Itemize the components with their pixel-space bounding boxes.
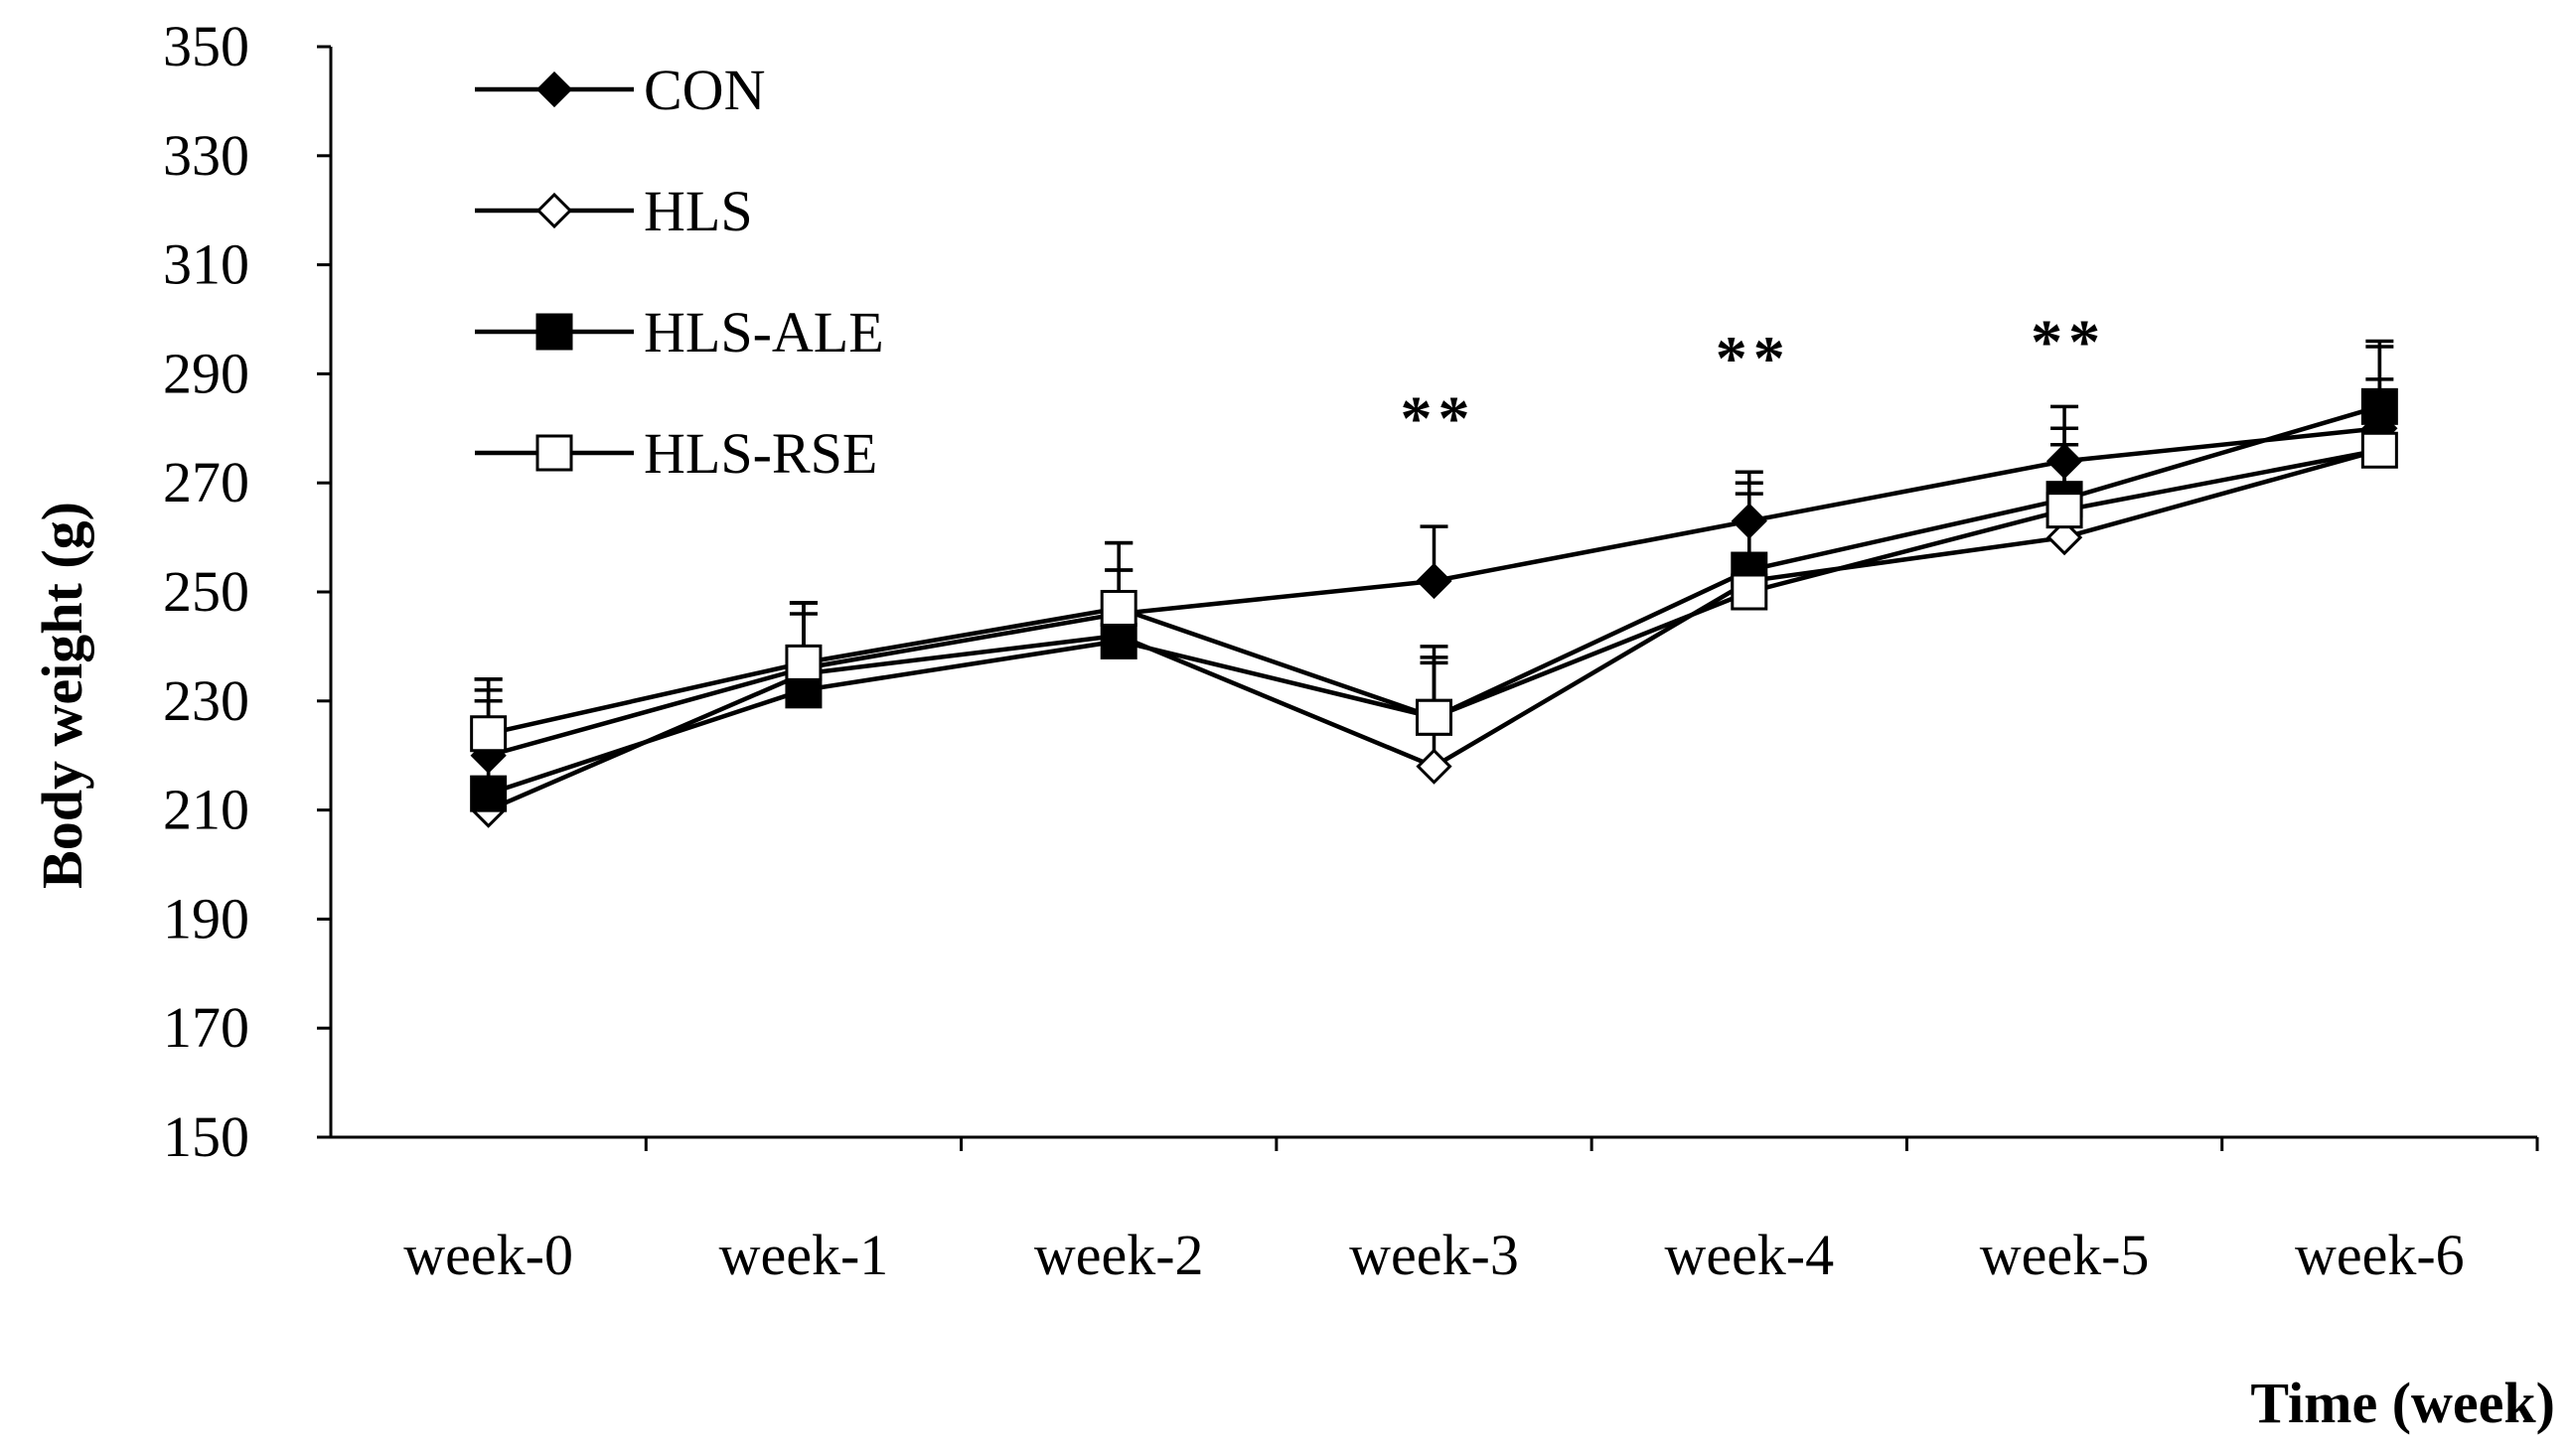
significance-marker: ** [2031, 306, 2106, 376]
y-tick-label: 250 [163, 559, 249, 624]
x-category-label: week-4 [1664, 1223, 1834, 1287]
data-point-hls-ale [470, 775, 508, 812]
y-tick-label: 350 [163, 14, 249, 78]
data-point-hls-ale [2360, 387, 2398, 425]
x-category-label: week-1 [719, 1223, 889, 1287]
y-axis-title: Body weight (g) [30, 502, 94, 889]
series-markers [470, 387, 2398, 828]
data-point-hls-rse [470, 715, 508, 753]
significance-marker: ** [1401, 382, 1476, 453]
legend-marker-con [535, 71, 573, 108]
x-category-label: week-2 [1034, 1223, 1204, 1287]
significance-annotations: ** ** ** [1401, 306, 2106, 453]
data-point-hls-rse [1731, 573, 1768, 611]
x-axis-title: Time (week) [2250, 1371, 2555, 1435]
data-point-hls-ale [1100, 622, 1137, 659]
y-tick-label: 290 [163, 341, 249, 405]
data-point-hls-rse [1100, 589, 1137, 627]
legend-item-hls: HLS [475, 179, 753, 243]
y-tick-label: 230 [163, 668, 249, 733]
legend-label: HLS [644, 179, 753, 243]
legend-label: HLS-RSE [644, 421, 877, 486]
x-category-label: week-6 [2295, 1223, 2465, 1287]
data-point-con [2045, 443, 2083, 480]
x-axis-categories: week-0 week-1 week-2 week-3 week-4 week-5 week… [403, 1137, 2539, 1287]
y-tick-label: 150 [163, 1104, 249, 1169]
legend-item-hls-rse: HLS-RSE [475, 421, 877, 486]
significance-marker: ** [1716, 323, 1791, 393]
data-point-hls [2045, 518, 2083, 556]
y-tick-label: 270 [163, 450, 249, 514]
data-point-hls [1416, 748, 1452, 785]
y-tick-label: 310 [163, 232, 249, 297]
legend-marker-hls [535, 192, 573, 229]
y-tick-label: 210 [163, 778, 249, 842]
y-tick-label: 330 [163, 123, 249, 188]
legend-marker-hls-ale [535, 313, 573, 351]
legend-label: HLS-ALE [644, 300, 884, 364]
legend-item-con: CON [475, 58, 765, 122]
y-axis-ticks: 150 170 190 210 230 250 270 290 310 330 350 [163, 14, 331, 1169]
data-point-con [1416, 562, 1452, 600]
data-point-hls-rse [785, 644, 823, 681]
legend-item-hls-ale: HLS-ALE [475, 300, 884, 364]
data-point-hls-rse [2360, 431, 2398, 469]
data-point-hls-rse [2045, 492, 2083, 529]
legend-marker-hls-rse [535, 434, 573, 472]
x-category-label: week-5 [1980, 1223, 2150, 1287]
legend-label: CON [644, 58, 765, 122]
x-category-label: week-3 [1349, 1223, 1519, 1287]
legend: CON HLS HLS-ALE HLS-RSE [475, 58, 884, 486]
data-point-hls-rse [1416, 698, 1452, 736]
x-category-label: week-0 [403, 1223, 573, 1287]
data-point-con [1731, 503, 1767, 539]
y-tick-label: 170 [163, 995, 249, 1060]
y-tick-label: 190 [163, 886, 249, 950]
